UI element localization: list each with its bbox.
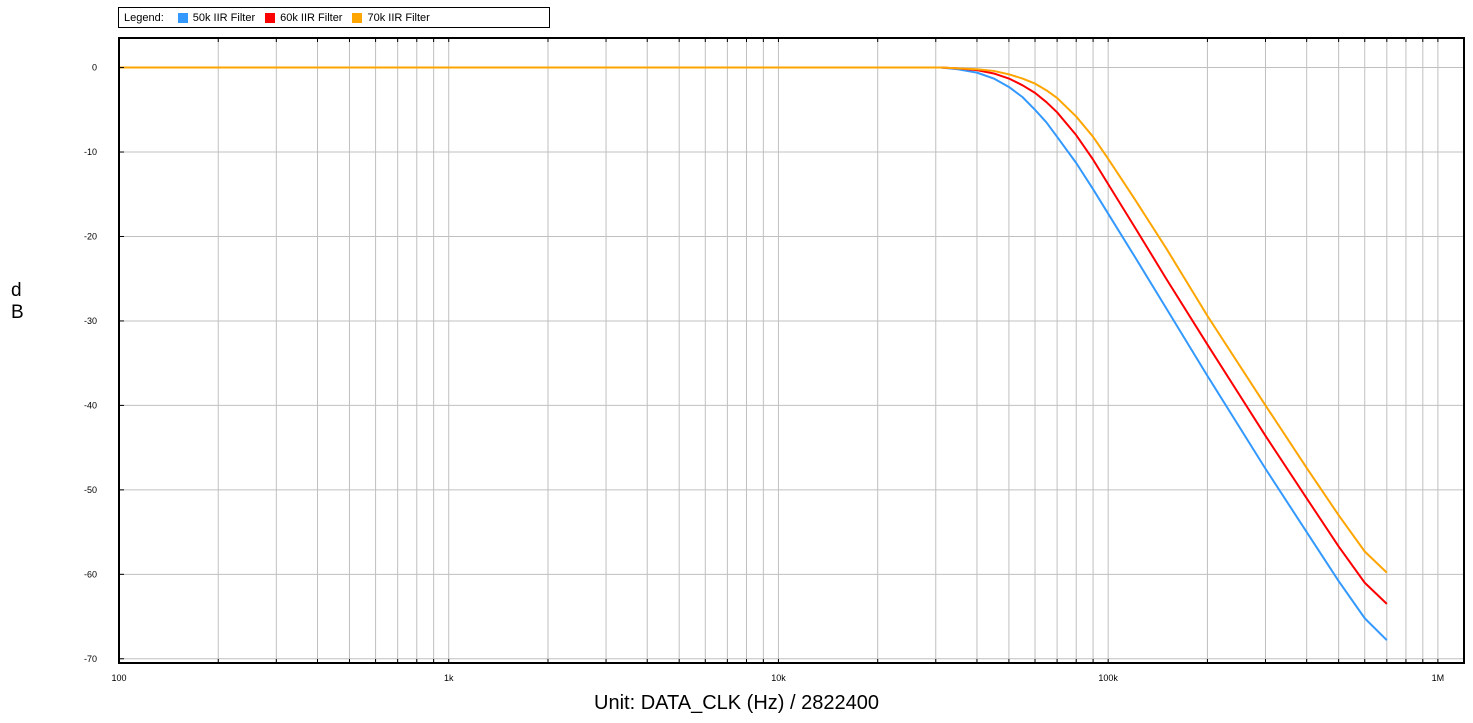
y-tick-label: -70: [84, 654, 97, 664]
axis-ticks: 0 -10 -20 -30 -40 -50 -60 -70 100 1k 10k 100k 1M: [84, 38, 1444, 683]
x-tick-label: 100k: [1098, 673, 1118, 683]
legend-item-60k: 60k IIR Filter: [265, 12, 342, 24]
y-tick-label: -40: [84, 400, 97, 410]
y-axis-label-char: d: [11, 280, 22, 301]
series-line-60k: [119, 66, 1388, 605]
y-tick-label: 0: [92, 63, 97, 73]
x-tick-label: 1k: [444, 673, 454, 683]
legend-label-50k: 50k IIR Filter: [192, 11, 256, 24]
legend-item-70k: 70k IIR Filter: [352, 11, 430, 24]
y-tick-label: -20: [84, 231, 97, 241]
y-tick-label: -10: [84, 147, 97, 157]
legend-item-50k: 50k IIR Filter: [177, 11, 256, 24]
x-tick-label: 1M: [1432, 673, 1445, 683]
y-axis-label-char: B: [11, 302, 24, 323]
series-lines: [119, 66, 1388, 641]
x-tick-label: 100: [111, 673, 126, 683]
plot-background: [119, 38, 1464, 663]
y-tick-label: -50: [84, 485, 97, 495]
legend-label-60k: 60k IIR Filter: [280, 11, 343, 24]
y-tick-label: -30: [84, 316, 97, 326]
series-line-50k: [119, 66, 1388, 641]
x-axis-label: Unit: DATA_CLK (Hz) / 2822400: [594, 692, 879, 714]
series-line-70k: [119, 66, 1388, 574]
legend: Legend: 50k IIR Filter 60k IIR Filter 70…: [118, 7, 550, 28]
grid-lines: [118, 38, 1464, 663]
x-tick-label: 10k: [771, 673, 786, 683]
legend-swatch-50k: [177, 12, 188, 23]
plot-frame: [118, 37, 1465, 664]
y-tick-label: -60: [84, 569, 97, 579]
legend-swatch-60k: [265, 12, 276, 23]
legend-label-70k: 70k IIR Filter: [367, 11, 430, 24]
legend-swatch-70k: [352, 12, 363, 23]
legend-title: Legend:: [124, 11, 164, 24]
